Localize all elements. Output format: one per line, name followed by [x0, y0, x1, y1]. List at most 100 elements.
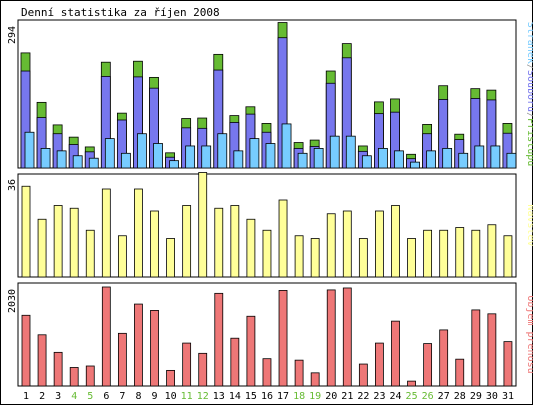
bar-navstev [423, 229, 433, 278]
bar-objem [198, 352, 208, 387]
legend-entry: Objem přenosu [525, 295, 533, 373]
bar-stranek [394, 150, 404, 169]
bar-stranek [120, 152, 131, 169]
bar-stranek [217, 133, 228, 169]
bar-stranek [426, 150, 437, 169]
bar-stranek [378, 148, 388, 169]
bar-navstev [326, 213, 336, 278]
bar-stranek [72, 155, 83, 169]
bar-navstev [85, 229, 95, 278]
bar-stranek [297, 152, 308, 169]
bar-objem [455, 358, 465, 387]
bar-navstev [69, 207, 79, 278]
bar-navstev [166, 238, 175, 278]
bar-stranek [153, 143, 163, 169]
x-tick-label: 3 [55, 391, 61, 402]
bar-stranek [40, 148, 51, 169]
bar-objem [117, 332, 127, 387]
bar-navstev [21, 185, 31, 278]
bar-navstev [117, 235, 127, 278]
chart-title: Denní statistika za říjen 2008 [21, 6, 220, 19]
bar-objem [69, 367, 79, 387]
bar-navstev [391, 205, 400, 278]
bar-stranek [233, 150, 244, 169]
x-tick-label: 19 [309, 391, 321, 402]
x-tick-label: 11 [181, 391, 193, 402]
x-tick-label: 4 [71, 391, 77, 402]
x-axis-labels: 1 2 3 4 5 6 7 8 9 10 11 12 13 14 15 16 17 18 19 20 21 22 23 24 2… [23, 391, 514, 402]
bar-navstev [101, 188, 111, 278]
x-tick-label: 28 [454, 391, 466, 402]
bar-stranek [329, 135, 340, 169]
legend-entry: Přístupů [525, 118, 533, 166]
x-tick-label: 23 [373, 391, 385, 402]
bar-stranek [137, 133, 147, 169]
legend-entry: / [525, 112, 533, 118]
bar-navstev [407, 238, 416, 278]
bar-navstev [487, 224, 497, 278]
bar-objem [326, 289, 336, 387]
x-tick-label: 31 [502, 391, 514, 402]
bar-stranek [56, 150, 67, 169]
bar-navstev [503, 235, 513, 278]
y-axis-max-label-visits: 36 [7, 179, 18, 191]
x-tick-label: 13 [213, 391, 225, 402]
bar-stranek [345, 135, 356, 169]
bar-navstev [358, 238, 368, 278]
bar-objem [21, 314, 31, 387]
bar-objem [503, 341, 513, 387]
x-tick-label: 14 [229, 391, 241, 402]
x-tick-label: 12 [197, 391, 209, 402]
legend-volume: Objem přenosu [525, 295, 533, 373]
bar-objem [278, 290, 288, 387]
bar-navstev [150, 210, 159, 278]
bar-navstev [134, 188, 143, 278]
bar-objem [358, 363, 368, 387]
bar-navstev [471, 229, 481, 278]
bar-stranek [169, 160, 179, 169]
bar-stranek [458, 152, 469, 169]
x-tick-label: 24 [389, 391, 401, 402]
x-tick-label: 16 [261, 391, 273, 402]
legend-entry: Stránek [525, 22, 533, 64]
panel-visits: 36 Návštěv [7, 172, 533, 278]
bar-navstev [278, 199, 288, 278]
bar-objem [310, 372, 320, 387]
y-axis-max-label-volume: 2030 [7, 289, 18, 313]
x-tick-label: 7 [119, 391, 125, 402]
bar-stranek [281, 123, 292, 169]
x-tick-label: 21 [341, 391, 353, 402]
bar-navstev [375, 210, 384, 278]
bar-stranek [361, 155, 372, 169]
x-tick-label: 20 [325, 391, 337, 402]
bar-stranek [313, 148, 324, 169]
x-tick-label: 17 [277, 391, 289, 402]
x-tick-label: 29 [470, 391, 482, 402]
bar-objem [182, 342, 192, 387]
bar-stranek [24, 131, 35, 169]
bar-navstev [246, 218, 256, 278]
x-tick-label: 27 [438, 391, 450, 402]
bar-stranek [442, 148, 453, 169]
x-tick-label: 22 [357, 391, 369, 402]
bar-navstev [310, 238, 320, 278]
bar-stranek [506, 152, 517, 169]
x-tick-label: 15 [245, 391, 257, 402]
x-tick-label: 8 [135, 391, 141, 402]
legend-traffic: Stránek/Souborů/Přístupů [525, 22, 533, 167]
bar-objem [471, 309, 481, 387]
bar-objem [342, 287, 352, 387]
bar-navstev [262, 229, 272, 278]
bar-objem [262, 358, 272, 387]
bar-objem [150, 310, 159, 387]
bar-objem [375, 342, 384, 387]
bar-objem [53, 351, 63, 387]
x-tick-label: 9 [152, 391, 158, 402]
bar-navstev [198, 172, 208, 278]
x-tick-label: 30 [486, 391, 498, 402]
x-tick-label: 25 [406, 391, 418, 402]
bar-objem [166, 369, 175, 387]
